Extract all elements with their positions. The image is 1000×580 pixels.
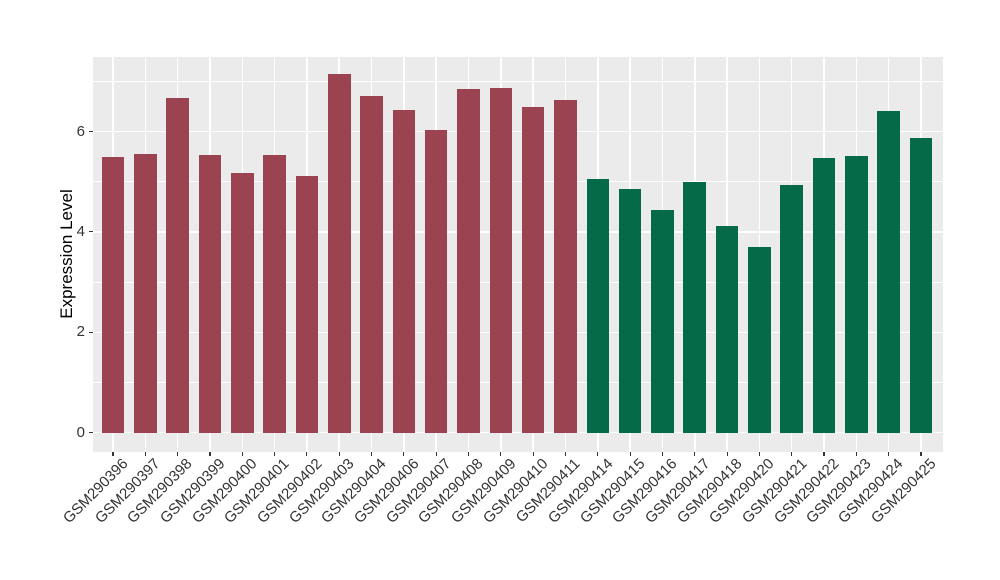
h-gridline-major <box>93 331 943 334</box>
x-tick-mark <box>532 452 534 456</box>
bar <box>489 88 513 433</box>
bar <box>134 154 157 433</box>
bar <box>909 137 933 433</box>
plot-panel <box>93 57 943 452</box>
bar <box>651 209 674 433</box>
h-gridline-minor <box>93 181 943 183</box>
x-tick-mark <box>274 452 276 456</box>
bar <box>360 96 383 433</box>
x-tick-mark <box>661 452 663 456</box>
x-tick-mark <box>403 452 405 456</box>
bar <box>618 189 642 433</box>
x-tick-mark <box>371 452 373 456</box>
y-tick-mark <box>89 331 93 333</box>
bar <box>263 155 286 433</box>
bar <box>748 247 771 433</box>
h-gridline-major <box>93 431 943 434</box>
h-gridline-major <box>93 231 943 233</box>
y-tick-label: 4 <box>76 222 85 240</box>
bar <box>554 99 577 433</box>
x-tick-mark <box>920 452 922 456</box>
x-tick-mark <box>694 452 696 456</box>
x-tick-mark <box>597 452 599 456</box>
h-gridline-major <box>93 130 943 133</box>
x-tick-mark <box>629 452 631 456</box>
x-tick-mark <box>791 452 793 456</box>
y-tick-mark <box>89 130 93 133</box>
y-axis-title: Expression Level <box>57 189 76 319</box>
x-tick-mark <box>306 452 308 456</box>
x-tick-mark <box>823 452 825 456</box>
bar <box>715 225 739 433</box>
x-tick-mark <box>241 452 243 456</box>
bar <box>198 155 222 433</box>
bar <box>845 155 868 433</box>
bar <box>521 107 545 433</box>
x-tick-mark <box>855 452 857 456</box>
bar <box>101 156 125 433</box>
x-tick-mark <box>726 452 728 456</box>
x-tick-mark <box>467 452 470 456</box>
x-tick-mark <box>888 452 890 456</box>
y-tick-label: 6 <box>76 122 85 140</box>
bar <box>392 110 416 433</box>
bar <box>780 184 803 433</box>
bar <box>586 178 610 433</box>
bar <box>877 110 900 433</box>
x-tick-mark <box>112 452 114 456</box>
bar <box>812 158 836 433</box>
x-tick-mark <box>564 452 567 456</box>
bar <box>295 175 319 433</box>
x-tick-mark <box>177 452 179 456</box>
y-tick-label: 0 <box>76 423 85 441</box>
bar <box>327 74 351 433</box>
bar <box>424 130 448 433</box>
y-tick-mark <box>89 432 93 434</box>
y-tick-mark <box>89 231 93 233</box>
x-tick-mark <box>209 452 211 456</box>
bar <box>230 172 254 433</box>
x-tick-mark <box>144 452 146 456</box>
h-gridline-minor <box>93 382 943 383</box>
h-gridline-minor <box>93 281 943 283</box>
y-tick-label: 2 <box>76 323 85 341</box>
bar <box>166 97 189 433</box>
x-tick-mark <box>338 452 340 456</box>
bar <box>457 89 480 433</box>
x-tick-mark <box>500 452 502 456</box>
x-tick-mark <box>435 452 437 456</box>
h-gridline-minor <box>93 80 943 82</box>
bar <box>683 181 707 433</box>
x-tick-mark <box>758 452 760 456</box>
